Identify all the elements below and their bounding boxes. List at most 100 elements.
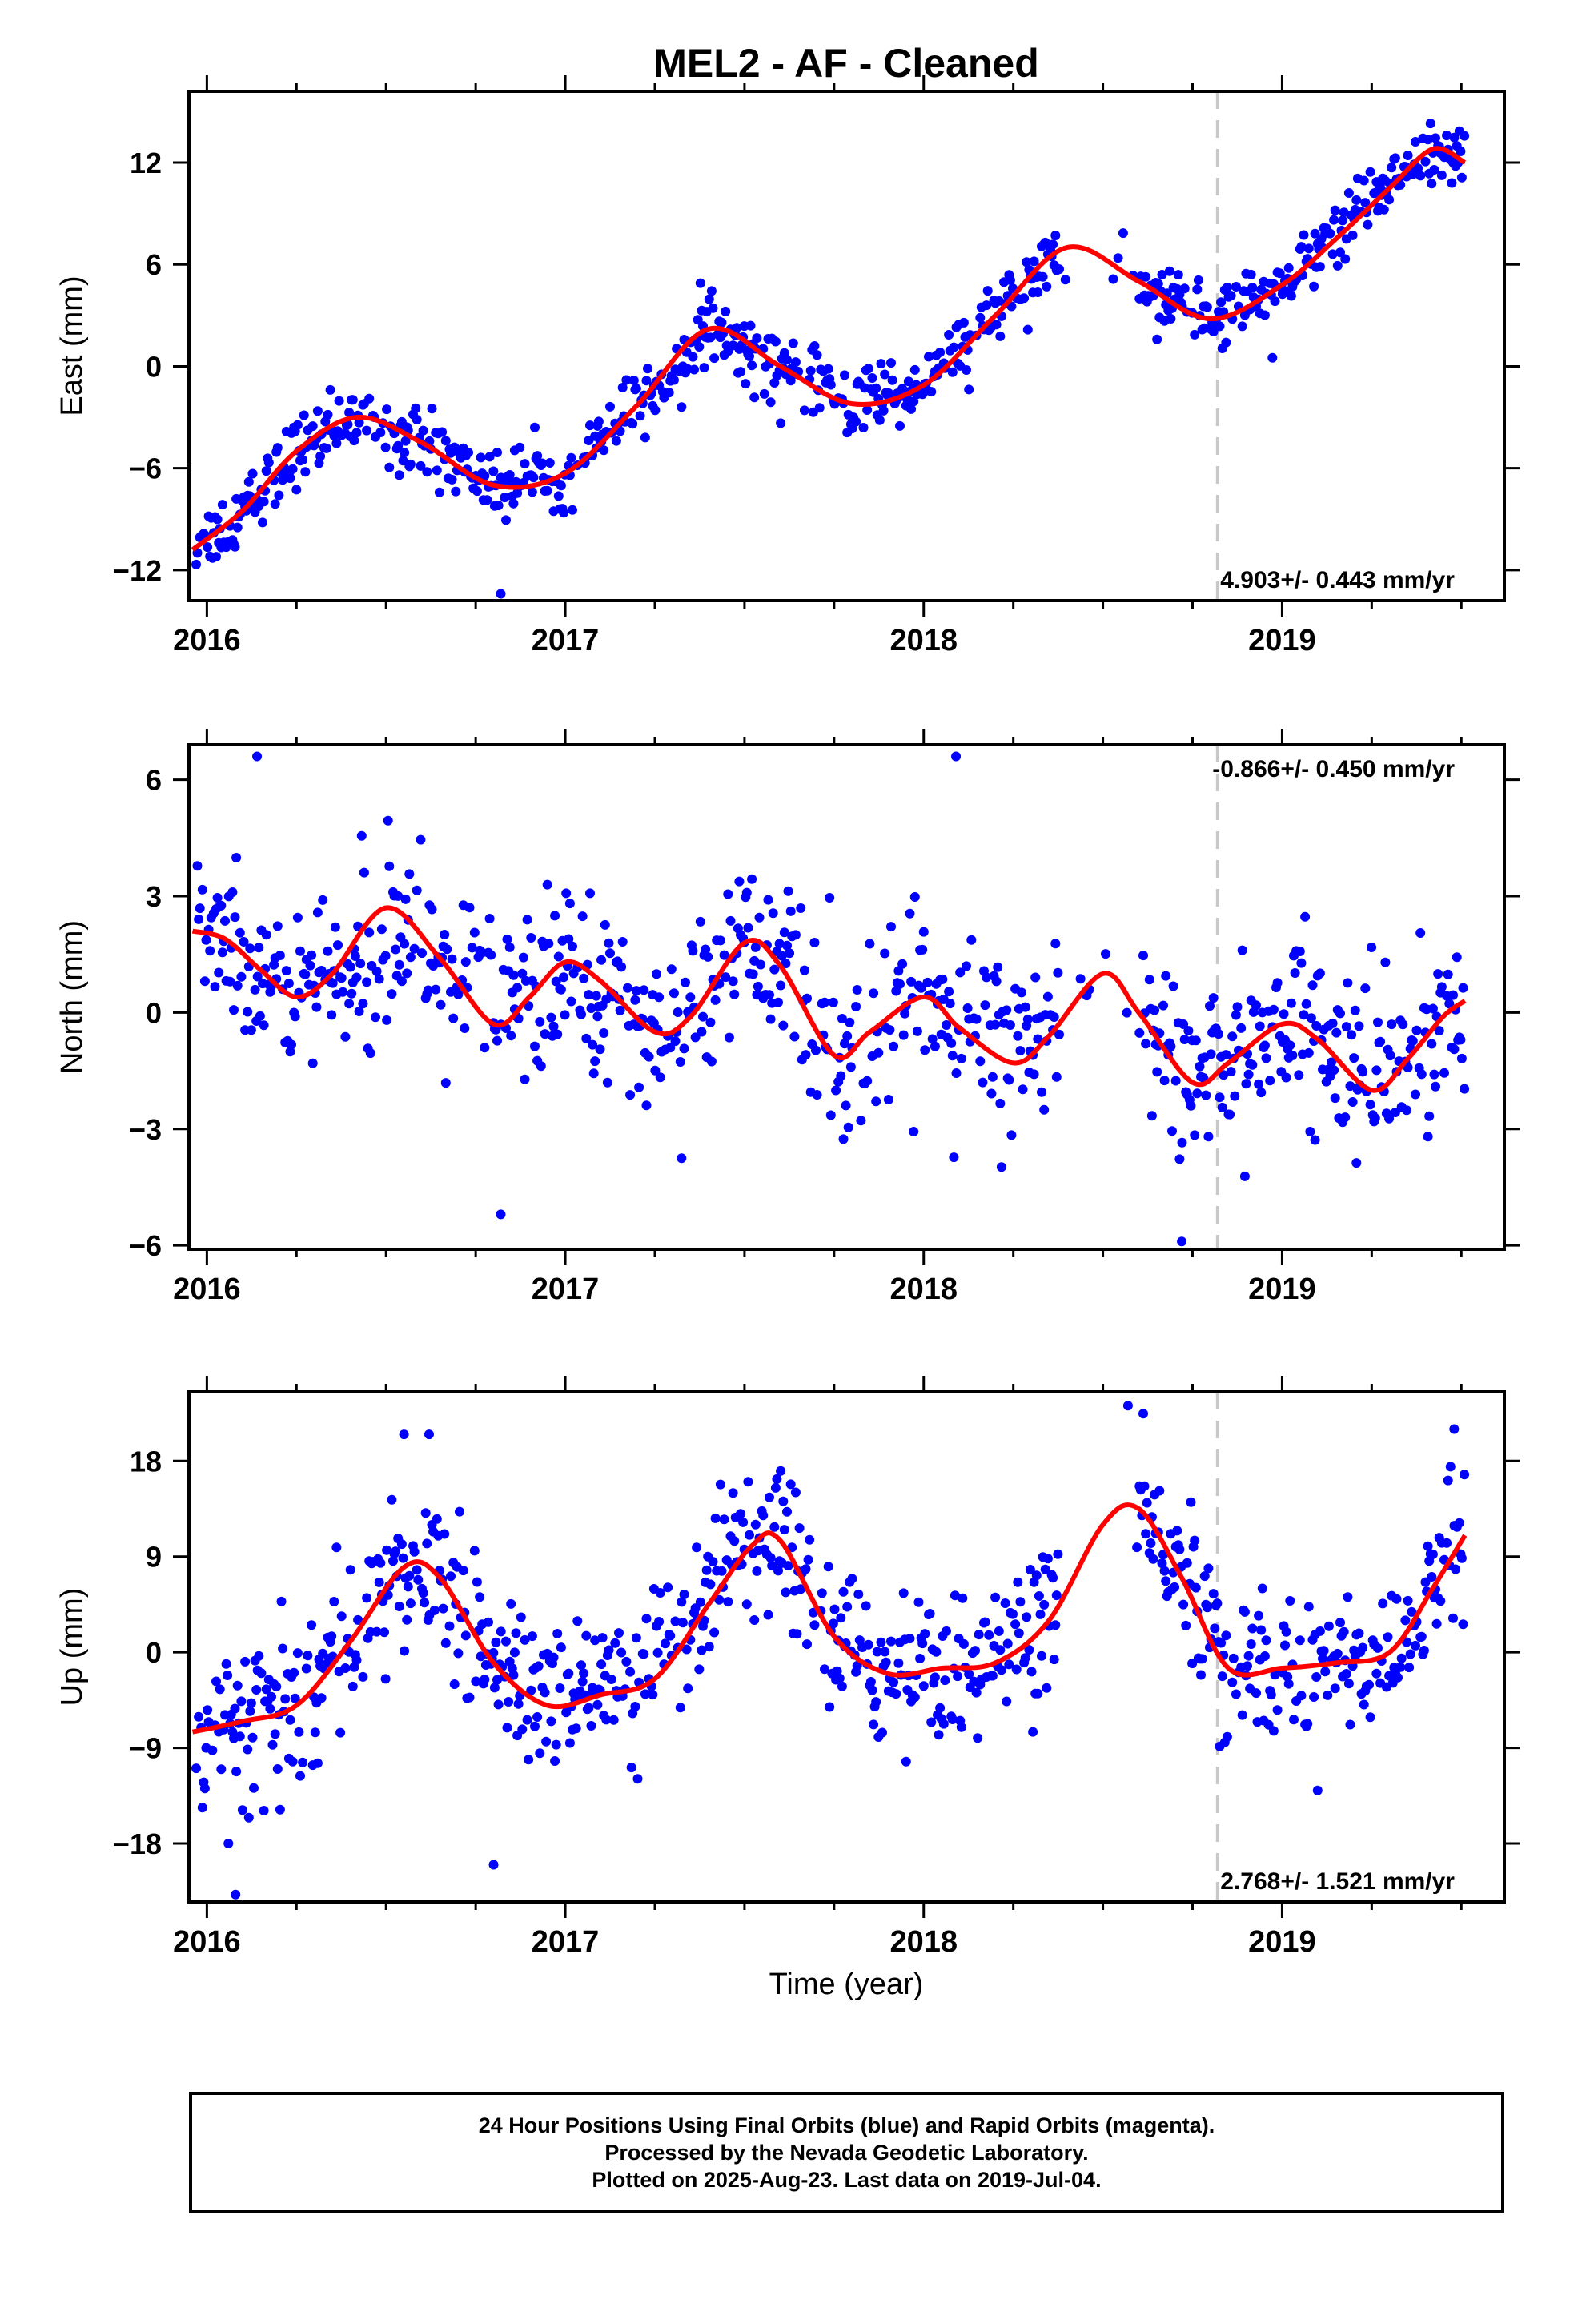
data-point [1319,1646,1329,1656]
data-point [272,921,283,931]
data-point [1327,249,1338,259]
data-point [292,1648,303,1659]
data-point [654,992,665,1003]
data-point [424,1429,434,1440]
data-point [770,1482,781,1493]
plot-frame [187,1390,1506,1904]
data-point [942,1626,951,1636]
data-point [871,1697,881,1707]
data-point [1339,1626,1349,1637]
data-point [263,457,274,468]
data-point [625,1090,636,1100]
data-point [362,977,372,987]
data-point [942,1020,951,1030]
data-point [865,1677,876,1687]
data-point [274,490,284,501]
data-point [371,1626,382,1637]
data-point [836,1071,846,1081]
data-point [852,1661,862,1671]
data-point [464,448,473,458]
data-point [247,468,258,479]
data-point [307,950,317,960]
data-point [354,1007,364,1016]
data-point [1042,991,1053,1002]
data-point [295,1771,305,1781]
data-point [400,894,411,904]
data-point [412,885,422,895]
x-tick-label: 2016 [173,624,241,657]
data-point [212,893,223,903]
data-point [845,1062,856,1072]
data-point [416,460,426,471]
data-point [779,1525,789,1535]
data-point [412,415,422,424]
data-point [586,1721,596,1731]
data-point [1383,1632,1393,1642]
data-point [380,1674,391,1684]
data-point [551,1739,561,1750]
data-point [312,406,323,416]
data-point [920,1045,930,1055]
data-point [345,1565,355,1575]
data-point [1197,1654,1207,1664]
x-tick-label: 2019 [1248,1925,1316,1959]
data-point [464,1692,475,1703]
x-tick-label: 2018 [889,624,958,657]
data-point [571,1723,581,1734]
data-point [1341,1669,1351,1679]
data-point [1364,1679,1374,1690]
data-point [779,927,789,938]
data-point [1365,1712,1375,1723]
data-point [1251,1688,1261,1699]
chart-title: MEL2 - AF - Cleaned [653,41,1039,86]
data-point [947,367,958,377]
data-point [1002,1696,1012,1707]
data-point [572,1616,583,1626]
data-point [782,355,792,365]
data-point [261,930,271,940]
data-point [471,1676,481,1687]
data-point [409,1546,420,1557]
data-point [515,442,525,452]
data-point [796,903,806,913]
data-point [785,906,796,916]
data-point [909,1127,919,1136]
footer-line-1: 24 Hour Positions Using Final Orbits (bl… [478,2113,1215,2137]
data-point [697,1027,707,1037]
data-point [1237,321,1247,332]
data-point [394,470,404,480]
data-point [1191,1582,1201,1593]
data-point [1222,283,1232,292]
data-point [1330,205,1340,215]
data-point [338,987,348,997]
data-point [1451,1564,1461,1574]
data-point [1022,1014,1033,1024]
data-point [1196,1670,1206,1680]
data-point [249,1783,259,1793]
data-point [1186,1497,1196,1507]
data-point [964,384,974,395]
data-point [351,972,362,983]
data-point [858,423,869,432]
data-point [853,1589,864,1599]
data-point [964,1669,974,1679]
data-point [358,1671,368,1682]
data-point [991,320,1002,330]
y-tick-label: 6 [146,248,162,281]
data-point [1020,1002,1030,1012]
data-point [1306,1013,1316,1023]
data-point [1261,1635,1271,1646]
data-point [542,485,552,496]
data-point [591,991,601,1001]
data-point [1387,1019,1397,1030]
data-point [1323,1621,1334,1631]
data-point [1378,1598,1388,1609]
data-point [681,1644,692,1655]
data-point [842,1602,853,1612]
data-point [710,995,721,1005]
data-point [1285,1596,1295,1606]
data-point [528,472,539,483]
data-point [270,499,280,509]
data-point [745,320,756,331]
data-point [962,365,971,375]
